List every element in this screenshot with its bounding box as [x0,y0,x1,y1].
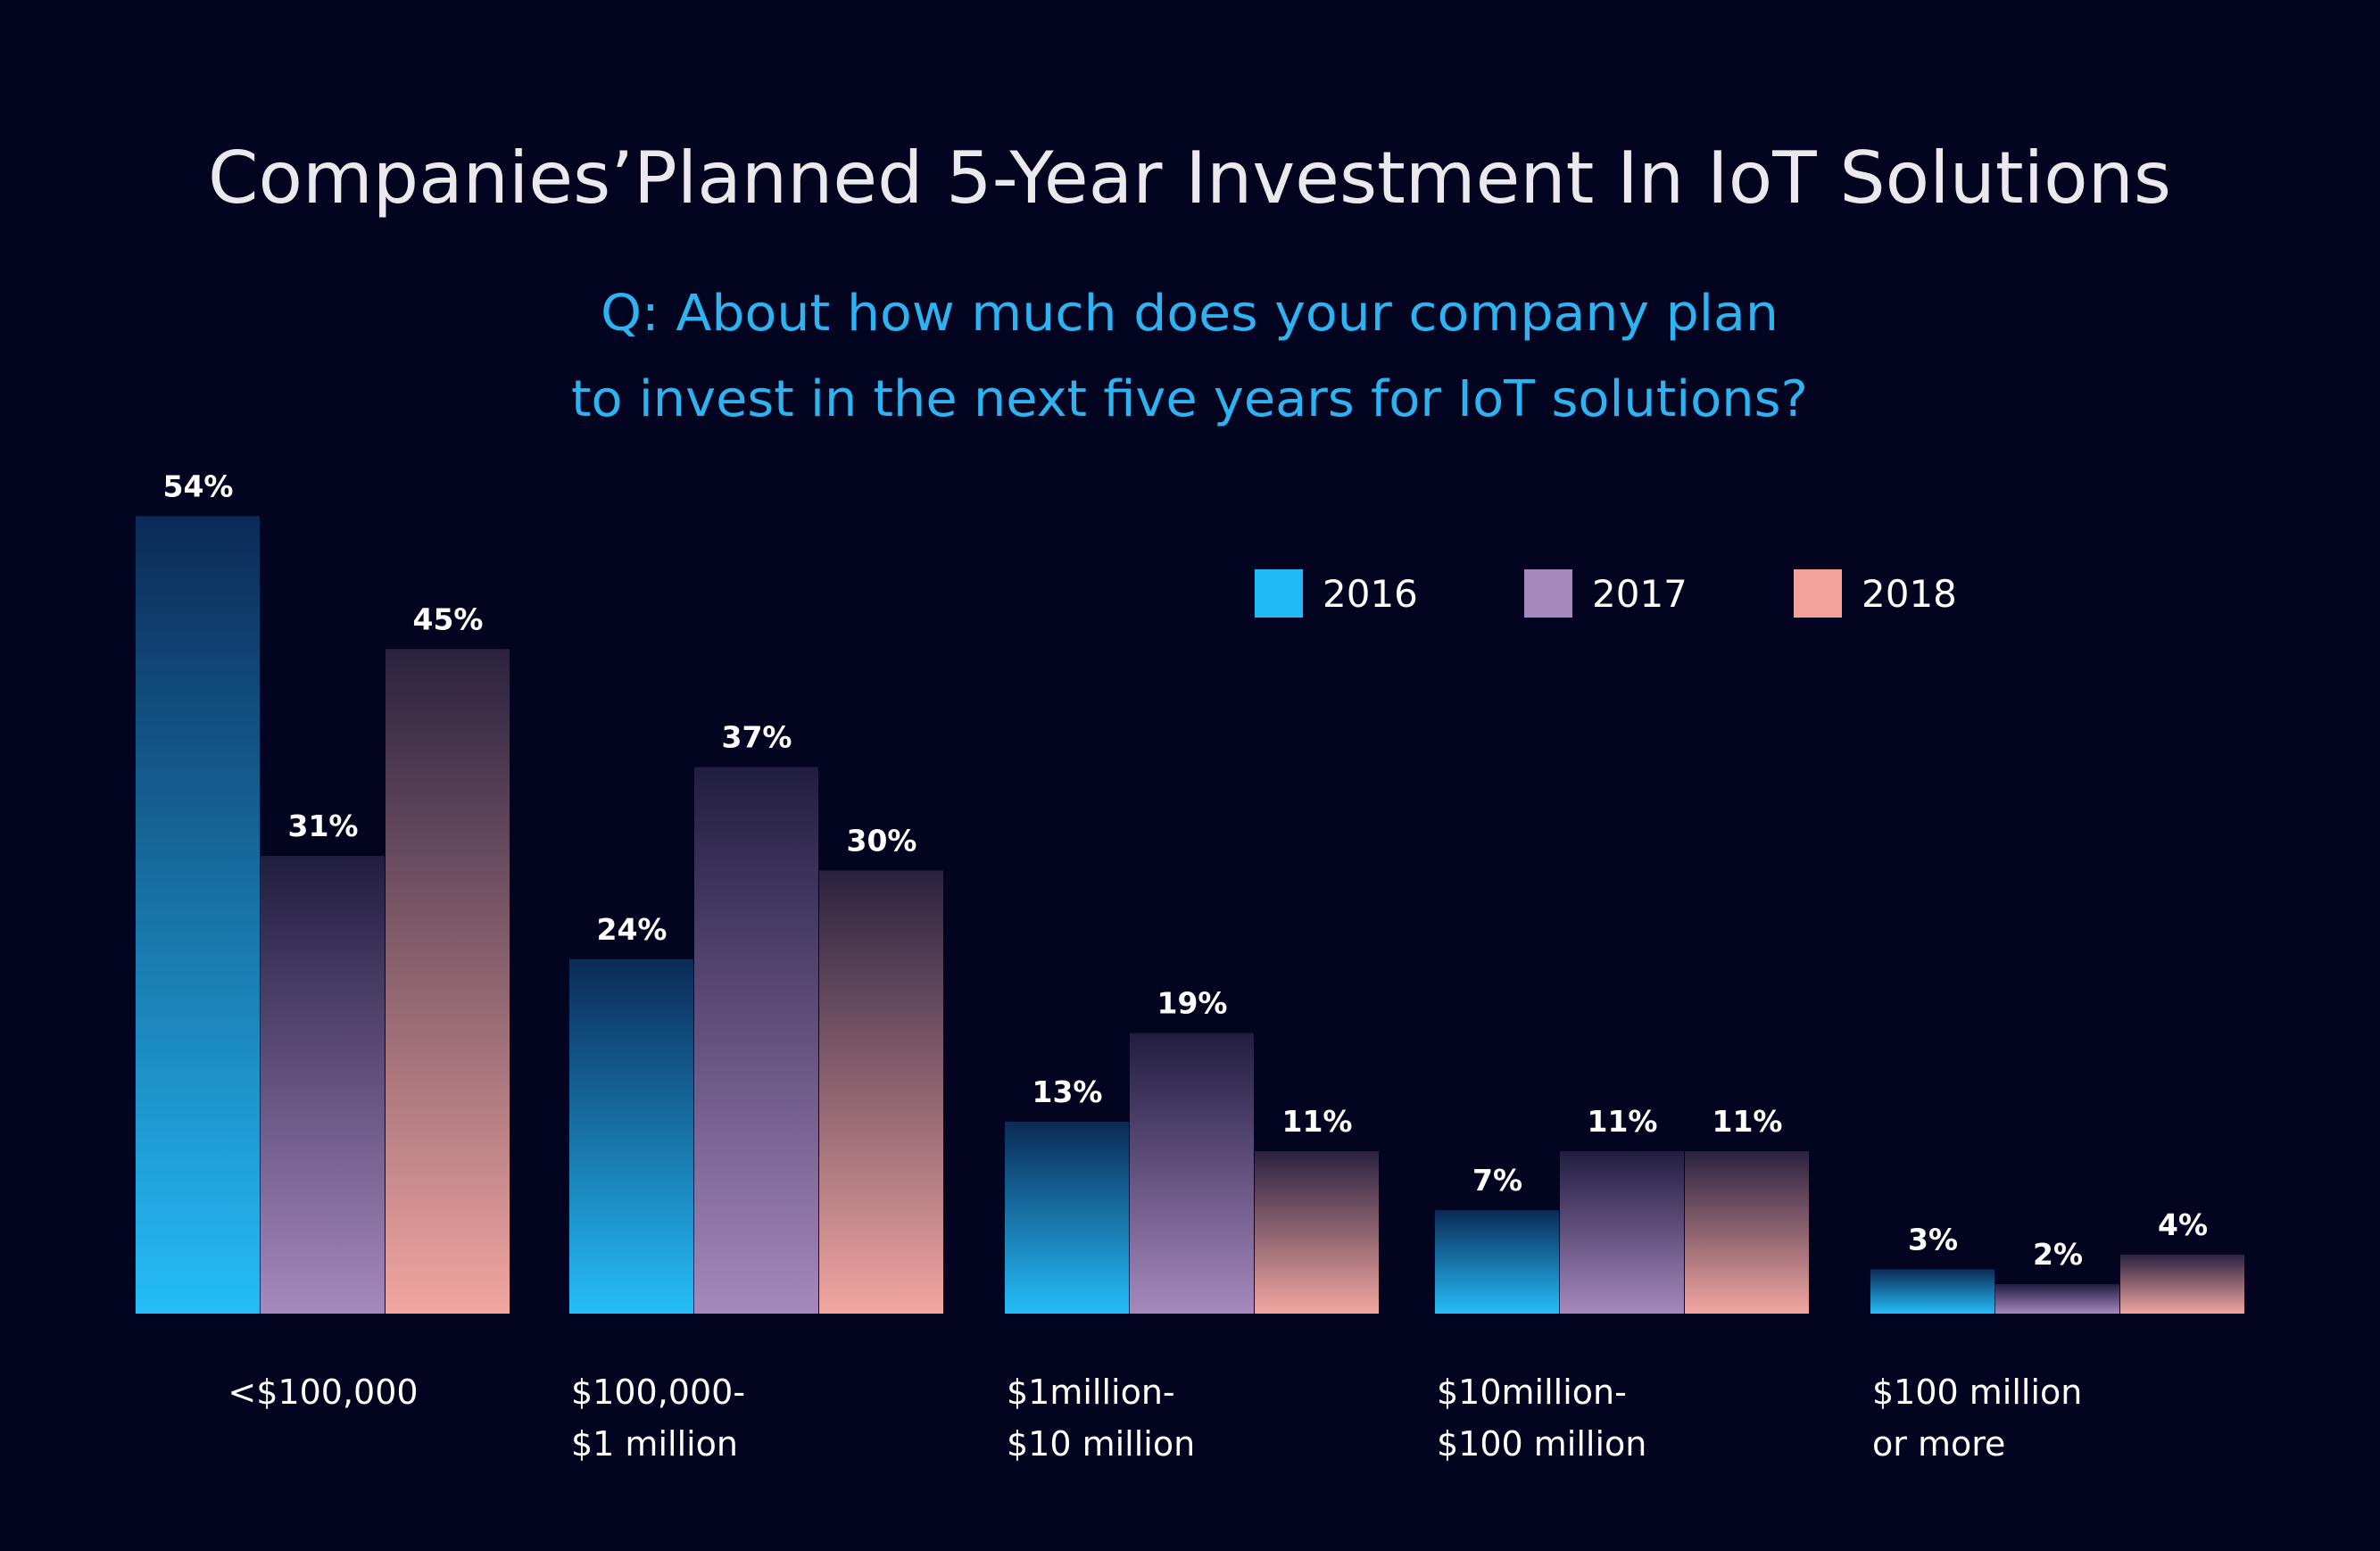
chart-title: Companies’Planned 5-Year Investment In I… [208,137,2171,220]
bar-2018-2 [819,870,943,1314]
bar-2016-2 [569,958,693,1314]
category-label-2-line-1: $100,000- [571,1373,745,1412]
bar-2018-3 [1255,1150,1379,1314]
bar-2017-4 [1560,1150,1684,1314]
value-label-2017-3: 19% [1157,986,1228,1021]
bars-group: 54% 31% 45% <$100,000 24% 37% 30% $100,000- $1 m… [136,469,2244,1464]
bar-2016-1 [136,516,260,1314]
value-label-2017-4: 11% [1588,1104,1658,1139]
category-label-5-line-2: or more [1872,1424,2005,1464]
value-label-2018-3: 11% [1282,1104,1353,1139]
legend-label-2016: 2016 [1323,572,1418,616]
legend-label-2017: 2017 [1592,572,1688,616]
bar-2017-3 [1130,1033,1254,1314]
legend: 2016 2017 2018 [1255,569,1957,618]
legend-swatch-2016 [1255,569,1303,618]
bar-2017-1 [261,855,385,1314]
value-label-2017-1: 31% [288,809,359,843]
bar-2016-3 [1005,1121,1129,1314]
value-label-2016-2: 24% [597,912,668,947]
value-label-2016-3: 13% [1032,1074,1103,1109]
category-label-2-line-2: $1 million [571,1424,738,1464]
legend-swatch-2017 [1524,569,1572,618]
category-label-3-line-2: $10 million [1007,1424,1195,1464]
chart-subtitle-line-1: Q: About how much does your company plan [601,285,1779,343]
value-label-2018-2: 30% [847,824,917,858]
bar-2016-5 [1870,1269,1994,1314]
value-label-2018-1: 45% [413,601,484,636]
bar-2017-2 [694,767,818,1314]
bar-2018-4 [1685,1150,1809,1314]
value-label-2016-4: 7% [1472,1163,1522,1198]
bar-2018-5 [2120,1254,2244,1314]
value-label-2016-5: 3% [1908,1222,1958,1257]
bar-2017-5 [1995,1283,2119,1314]
bar-2018-1 [386,649,510,1314]
value-label-2017-2: 37% [722,720,792,755]
category-label-1-line-1: <$100,000 [228,1373,418,1412]
bar-2016-4 [1435,1210,1559,1314]
value-label-2016-1: 54% [163,469,234,503]
category-label-3-line-1: $1million- [1007,1373,1175,1412]
value-label-2017-5: 2% [2033,1237,2083,1272]
category-label-4-line-1: $10million- [1437,1373,1627,1412]
value-label-2018-4: 11% [1712,1104,1783,1139]
legend-swatch-2018 [1794,569,1842,618]
value-label-2018-5: 4% [2158,1207,2208,1242]
category-label-4-line-2: $100 million [1437,1424,1646,1464]
chart-subtitle-line-2: to invest in the next five years for IoT… [571,370,1808,428]
category-label-5-line-1: $100 million [1872,1373,2082,1412]
legend-label-2018: 2018 [1862,572,1957,616]
